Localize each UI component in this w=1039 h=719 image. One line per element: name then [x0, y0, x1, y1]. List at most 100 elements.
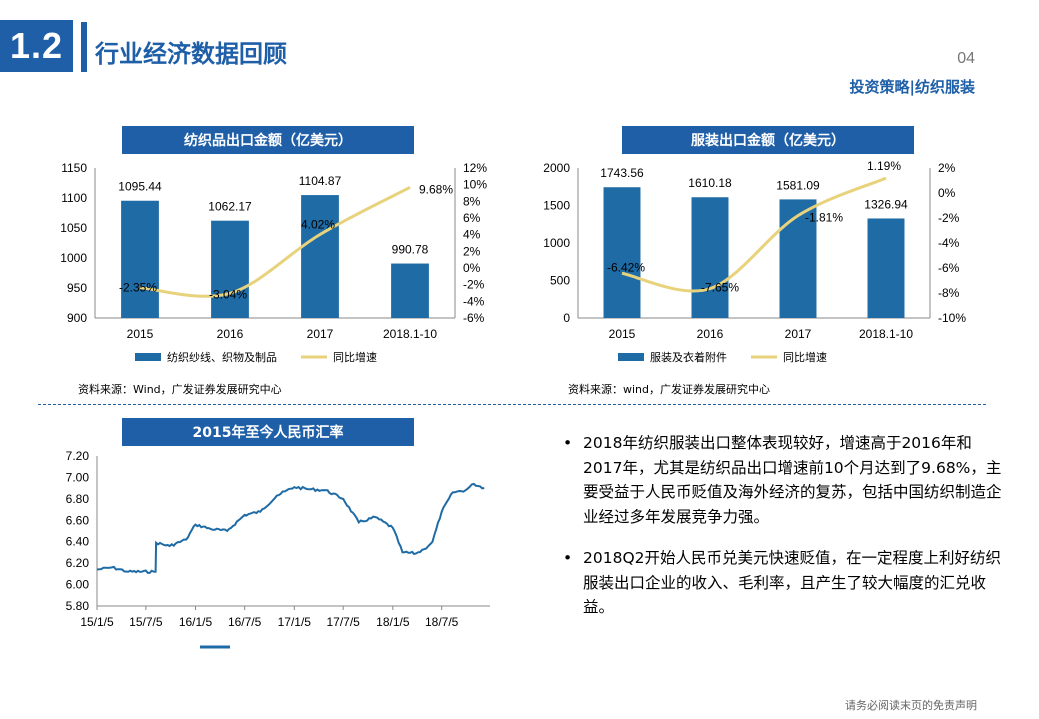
apparel-chart-source: 资料来源：wind，广发证券发展研究中心	[568, 383, 771, 396]
growth-rate-label: -2.35%	[119, 281, 157, 295]
bar-value-label: 1062.17	[208, 200, 252, 214]
growth-rate-label: -1.81%	[805, 211, 843, 225]
growth-rate-label: -3.04%	[209, 287, 247, 301]
textile-chart-title: 纺织品出口金额（亿美元）	[122, 126, 414, 154]
y-tick-label: 7.20	[66, 449, 90, 463]
y-tick-label: 950	[67, 281, 87, 295]
y-tick-label: 1500	[543, 199, 570, 213]
y-tick-label: 1100	[61, 191, 87, 205]
y2-tick-label: -10%	[938, 311, 966, 325]
legend-bar-label: 纺织纱线、织物及制品	[167, 350, 277, 364]
y2-tick-label: 0%	[938, 186, 956, 200]
y-tick-label: 1000	[543, 236, 570, 250]
legend-bar-swatch	[618, 353, 644, 361]
bar-value-label: 1581.09	[776, 178, 820, 192]
x-tick-label: 2015	[609, 327, 636, 341]
y-tick-label: 6.40	[66, 535, 90, 549]
y-tick-label: 1050	[60, 221, 87, 235]
bullet-dot-icon: •	[563, 549, 573, 567]
bar-value-label: 1095.44	[118, 180, 162, 194]
x-tick-label: 18/7/5	[425, 615, 459, 629]
bar	[121, 200, 159, 318]
x-tick-label: 2016	[217, 327, 244, 341]
textile-export-chart: 900 950 1000 1050 1100 1150 -6% -4% -2% 0% 2% 4% 6% 8…	[60, 161, 487, 364]
legend-bar-label: 服装及衣着附件	[650, 350, 727, 364]
bar	[391, 263, 429, 318]
y-tick-label: 900	[67, 311, 87, 325]
apparel-export-chart: 0 500 1000 1500 2000 -10% -8% -6% -4% -2% 0% 2% 1743…	[543, 159, 966, 364]
y2-tick-label: -6%	[938, 261, 960, 275]
y2-tick-label: 2%	[938, 161, 956, 175]
x-tick-label: 2016	[697, 327, 724, 341]
bar	[779, 199, 817, 318]
y-tick-label: 500	[550, 274, 570, 288]
y2-tick-label: 2%	[463, 244, 481, 258]
y-tick-label: 2000	[543, 161, 570, 175]
x-tick-label: 2017	[785, 327, 812, 341]
page-number: 04	[957, 50, 975, 67]
y-tick-label: 0	[563, 311, 570, 325]
y-tick-label: 1000	[60, 251, 87, 265]
x-tick-label: 16/7/5	[228, 615, 262, 629]
y2-tick-label: -6%	[463, 311, 485, 325]
x-tick-label: 15/1/5	[80, 615, 114, 629]
bullet-dot-icon: •	[563, 434, 573, 452]
bar	[301, 195, 339, 318]
rmb-chart-title: 2015年至今人民币汇率	[122, 418, 414, 446]
growth-rate-label: 4.02%	[301, 218, 335, 232]
y2-tick-label: 0%	[463, 261, 481, 275]
x-tick-label: 15/7/5	[129, 615, 163, 629]
x-tick-label: 17/1/5	[278, 615, 312, 629]
y2-tick-label: -2%	[463, 278, 485, 292]
y2-tick-label: 10%	[463, 178, 487, 192]
apparel-chart-title: 服装出口金额（亿美元）	[622, 126, 914, 154]
x-tick-label: 16/1/5	[179, 615, 213, 629]
section-divider	[38, 404, 986, 405]
bar	[691, 197, 729, 318]
y2-tick-label: 6%	[463, 211, 481, 225]
y-tick-label: 1150	[61, 161, 87, 175]
y2-tick-label: 4%	[463, 228, 481, 242]
bar	[211, 220, 249, 318]
bar-value-label: 1326.94	[864, 197, 908, 211]
bar-value-label: 990.78	[392, 243, 429, 257]
bullet-text: 2018Q2开始人民币兑美元快速贬值，在一定程度上利好纺织服装出口企业的收入、毛…	[583, 549, 1002, 616]
growth-rate-line	[621, 176, 887, 293]
bar	[603, 187, 641, 318]
commentary: • 2018年纺织服装出口整体表现较好，增速高于2016年和2017年，尤其是纺…	[563, 431, 1003, 637]
y2-tick-label: 12%	[463, 161, 487, 175]
growth-rate-label: 9.68%	[419, 182, 453, 196]
y-tick-label: 6.80	[66, 492, 90, 506]
y-tick-label: 6.00	[66, 578, 90, 592]
x-tick-label: 2015	[127, 327, 154, 341]
y-tick-label: 7.00	[66, 470, 90, 484]
textile-chart-source: 资料来源：Wind，广发证券发展研究中心	[78, 383, 282, 396]
growth-rate-label: -7.65%	[701, 281, 739, 295]
x-tick-label: 18/1/5	[376, 615, 410, 629]
legend-bar-swatch	[135, 353, 161, 361]
bullet-item: • 2018年纺织服装出口整体表现较好，增速高于2016年和2017年，尤其是纺…	[563, 431, 1003, 529]
rmb-rate-line	[96, 482, 485, 574]
growth-rate-label: -6.42%	[607, 260, 645, 274]
bar	[867, 218, 905, 318]
bar-value-label: 1104.87	[299, 174, 342, 188]
bullet-item: • 2018Q2开始人民币兑美元快速贬值，在一定程度上利好纺织服装出口企业的收入…	[563, 546, 1003, 620]
x-tick-label: 2017	[307, 327, 334, 341]
legend-line-label: 同比增速	[333, 350, 377, 364]
bar-value-label: 1610.18	[688, 176, 732, 190]
y-tick-label: 5.80	[66, 599, 90, 613]
y2-tick-label: -4%	[463, 294, 485, 308]
bar-value-label: 1743.56	[600, 166, 644, 180]
disclaimer: 请务必阅读末页的免责声明	[845, 699, 977, 712]
y-tick-label: 6.60	[66, 513, 90, 527]
x-tick-label: 2018.1-10	[859, 327, 913, 341]
rmb-exchange-rate-chart: 5.80 6.00 6.20 6.40 6.60 6.80 7.00 7.20 15/1/5 15…	[66, 449, 490, 649]
page-title: 行业经济数据回顾	[95, 40, 287, 68]
section-divider-bar	[81, 22, 87, 72]
y2-tick-label: -2%	[938, 211, 960, 225]
bullet-text: 2018年纺织服装出口整体表现较好，增速高于2016年和2017年，尤其是纺织品…	[583, 434, 1002, 526]
x-tick-label: 17/7/5	[326, 615, 360, 629]
y2-tick-label: 8%	[463, 194, 481, 208]
y-tick-label: 6.20	[66, 556, 90, 570]
growth-rate-label: 1.19%	[867, 159, 901, 173]
